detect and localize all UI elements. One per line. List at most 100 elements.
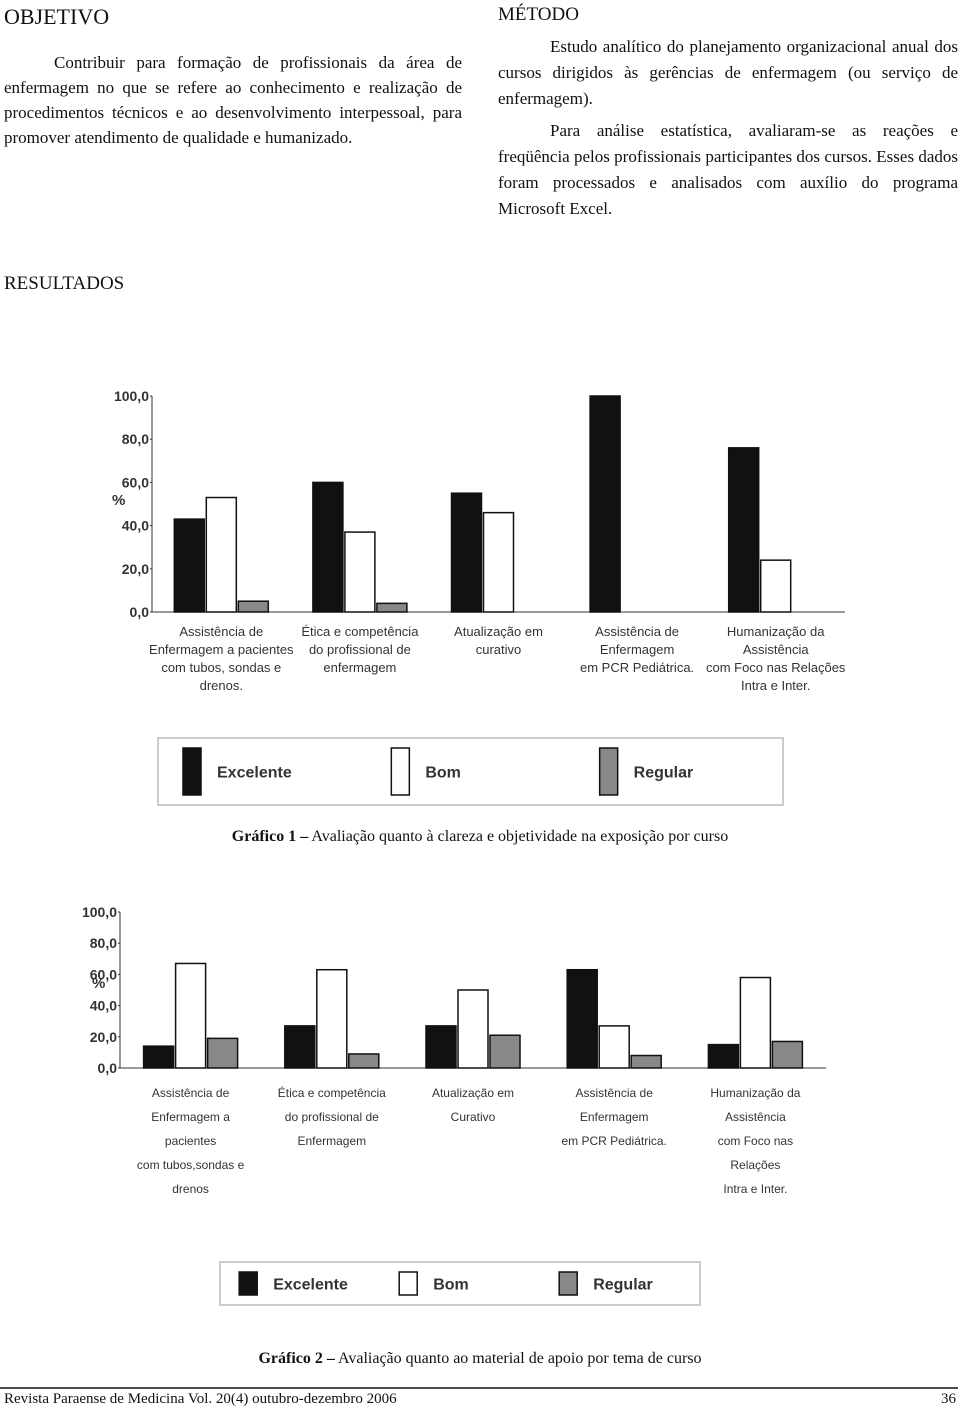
x-tick-label: Humanização da — [727, 624, 825, 639]
legend-swatch — [390, 747, 411, 796]
caption: Gráfico 1 – Avaliação quanto à clareza e… — [0, 828, 960, 846]
bar — [450, 492, 483, 613]
bar — [630, 1054, 662, 1069]
bar — [348, 1053, 380, 1069]
bar — [237, 600, 270, 613]
bar — [489, 1034, 521, 1069]
bar — [425, 1025, 457, 1069]
legend-label: Bom — [425, 765, 461, 782]
x-tick-label: Enfermagem — [580, 1110, 649, 1124]
x-tick-label: Assistência — [725, 1110, 786, 1124]
x-tick-label: em PCR Pediátrica. — [562, 1134, 667, 1148]
y-tick-label: 20,0 — [90, 1029, 117, 1045]
x-tick-label: Atualização em — [454, 624, 543, 639]
bar — [566, 968, 598, 1069]
x-tick-label: enfermagem — [323, 660, 396, 675]
x-tick-label: do profissional de — [309, 642, 411, 657]
bar — [707, 1043, 740, 1069]
x-tick-label: Intra e Inter. — [741, 678, 810, 693]
legend-swatch — [182, 747, 202, 796]
x-tick-label: Humanização da — [710, 1086, 800, 1100]
x-tick-label: com Foco nas Relações — [706, 660, 846, 675]
x-tick-label: Enfermagem a pacientes — [149, 642, 294, 657]
x-tick-label: Curativo — [451, 1110, 496, 1124]
bar — [739, 976, 772, 1069]
bar — [173, 518, 206, 613]
footer-journal: Revista Paraense de Medicina Vol. 20(4) … — [4, 1391, 397, 1407]
bar — [771, 1040, 804, 1069]
x-tick-label: Enfermagem — [297, 1134, 366, 1148]
page-number: 36 — [941, 1391, 956, 1407]
x-tick-label: Ética e competência — [301, 624, 419, 639]
legend-swatch — [398, 1271, 418, 1296]
bar — [344, 531, 376, 613]
x-tick-label: Enfermagem a — [151, 1110, 230, 1124]
bar — [727, 447, 760, 613]
paragraph: Contribuir para formação de profissionai… — [4, 53, 462, 147]
x-tick-label: com Foco nas — [718, 1134, 793, 1148]
x-tick-label: com tubos,sondas e — [137, 1158, 245, 1172]
caption-text: Avaliação quanto ao material de apoio po… — [337, 1350, 702, 1367]
bar — [598, 1025, 630, 1069]
bar — [142, 1045, 175, 1069]
y-tick-label: 100,0 — [82, 904, 117, 920]
x-tick-label: pacientes — [165, 1134, 216, 1148]
caption-label: Gráfico 1 – — [231, 828, 309, 845]
bar — [205, 496, 238, 613]
y-axis-label: % — [92, 975, 105, 992]
legend-label: Regular — [593, 1277, 653, 1294]
x-tick-label: do profissional de — [285, 1110, 379, 1124]
legend-label: Excelente — [273, 1277, 348, 1294]
x-tick-label: Intra e Inter. — [723, 1182, 787, 1196]
legend-box — [157, 737, 784, 806]
legend-swatch — [598, 747, 619, 796]
x-tick-label: com tubos, sondas e — [161, 660, 281, 675]
y-tick-label: 40,0 — [122, 518, 149, 534]
x-tick-label: drenos — [172, 1182, 209, 1196]
x-tick-label: Relações — [730, 1158, 780, 1172]
legend-label: Regular — [634, 765, 694, 782]
bar — [284, 1025, 316, 1069]
y-tick-label: 40,0 — [90, 998, 117, 1014]
x-tick-label: Enfermagem — [600, 642, 674, 657]
bar — [457, 989, 489, 1069]
y-tick-label: 0,0 — [130, 604, 150, 620]
y-tick-label: 20,0 — [122, 561, 149, 577]
x-tick-label: Atualização em — [432, 1086, 514, 1100]
section-title: RESULTADOS — [4, 273, 125, 294]
y-tick-label: 0,0 — [98, 1060, 118, 1076]
x-tick-label: Assistência de — [576, 1086, 654, 1100]
x-tick-label: Assistência de — [152, 1086, 230, 1100]
paragraph: Para análise estatística, avaliaram-se a… — [498, 121, 958, 218]
caption-label: Gráfico 2 – — [258, 1350, 335, 1367]
caption-text: Avaliação quanto à clareza e objetividad… — [311, 828, 729, 845]
y-tick-label: 100,0 — [114, 388, 149, 404]
paragraph: Estudo analítico do planejamento organiz… — [498, 37, 958, 108]
bar — [759, 559, 792, 613]
x-tick-label: Assistência — [743, 642, 810, 657]
y-tick-label: 60,0 — [122, 474, 149, 490]
bar — [316, 968, 348, 1069]
y-axis-label: % — [112, 492, 125, 509]
bar — [589, 395, 621, 613]
x-tick-label: Ética e competência — [278, 1085, 386, 1100]
x-tick-label: curativo — [476, 642, 522, 657]
y-tick-label: 80,0 — [122, 431, 149, 447]
x-tick-label: Assistência de — [179, 624, 263, 639]
legend-swatch — [558, 1271, 578, 1296]
legend-swatch — [238, 1271, 258, 1296]
bar — [206, 1037, 239, 1069]
legend-label: Excelente — [217, 765, 292, 782]
y-tick-label: 60,0 — [90, 966, 117, 982]
bar — [482, 511, 515, 613]
y-tick-label: 80,0 — [90, 935, 117, 951]
bar — [376, 602, 408, 613]
x-tick-label: em PCR Pediátrica. — [580, 660, 694, 675]
bar — [174, 962, 207, 1069]
legend-box — [219, 1261, 701, 1306]
x-tick-label: Assistência de — [595, 624, 679, 639]
section-title: OBJETIVO — [4, 4, 110, 29]
x-tick-label: drenos. — [200, 678, 243, 693]
section-title: MÉTODO — [498, 4, 579, 25]
